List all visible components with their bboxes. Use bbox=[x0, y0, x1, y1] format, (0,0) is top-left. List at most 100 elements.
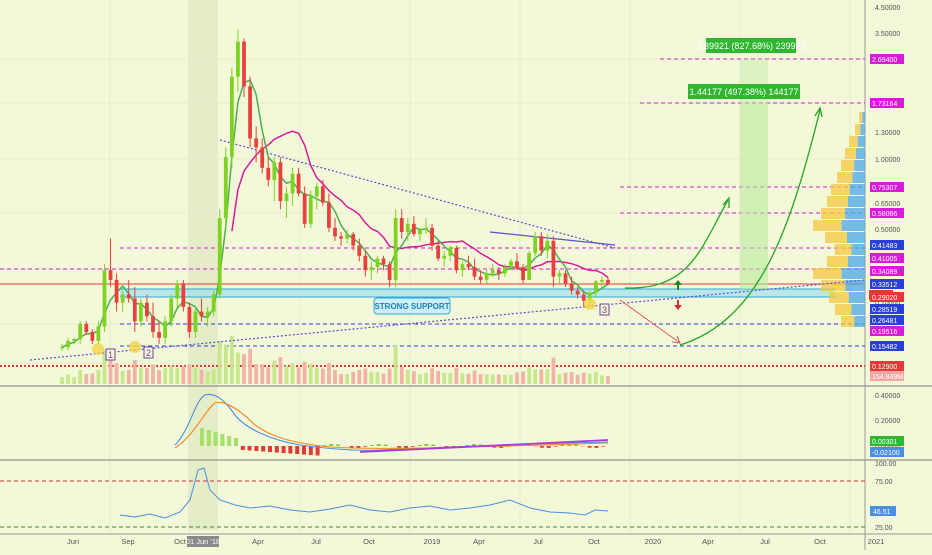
candle-body bbox=[236, 42, 240, 77]
volume-bar bbox=[242, 354, 246, 384]
volume-profile-bar bbox=[827, 196, 848, 207]
volume-bar bbox=[497, 374, 501, 384]
macd-histogram-bar bbox=[370, 445, 374, 446]
volume-profile-bar bbox=[831, 184, 850, 195]
volume-bar bbox=[151, 364, 155, 384]
candle-body bbox=[297, 174, 301, 194]
candle-body bbox=[533, 236, 537, 253]
candle-body bbox=[121, 295, 125, 303]
volume-bar bbox=[139, 368, 143, 384]
volume-bar bbox=[188, 364, 192, 384]
volume-profile-bar bbox=[854, 160, 865, 171]
volume-bar bbox=[248, 349, 252, 384]
volume-bar bbox=[339, 374, 343, 384]
volume-bar bbox=[345, 374, 349, 384]
volume-bar bbox=[576, 375, 580, 384]
macd-histogram-bar bbox=[282, 446, 286, 453]
date-highlight-band bbox=[188, 0, 218, 530]
macd-histogram-bar bbox=[588, 446, 592, 448]
price-badge-label: 0.15482 bbox=[872, 344, 897, 351]
volume-bar bbox=[467, 374, 471, 384]
volume-bar bbox=[66, 374, 70, 384]
wave-label-2: 2 bbox=[146, 348, 151, 358]
volume-bar bbox=[382, 374, 386, 384]
candle-body bbox=[279, 162, 283, 201]
volume-bar bbox=[230, 336, 234, 384]
volume-bar bbox=[606, 376, 610, 384]
macd-histogram-bar bbox=[309, 446, 313, 455]
volume-bar bbox=[333, 370, 337, 384]
volume-profile-bar bbox=[845, 208, 865, 219]
volume-profile-bar bbox=[852, 172, 865, 183]
volume-bar bbox=[461, 373, 465, 384]
candle-body bbox=[72, 339, 76, 341]
price-badge-label: 0.34089 bbox=[872, 269, 897, 276]
volume-bar bbox=[254, 364, 258, 384]
wave-label-1: 1 bbox=[108, 350, 113, 360]
volume-profile-bar bbox=[841, 160, 854, 171]
rsi-tick-label: 25.00 bbox=[875, 525, 893, 532]
volume-profile-bar bbox=[829, 292, 849, 303]
price-tick-label: 1.00000 bbox=[875, 157, 900, 164]
candle-body bbox=[242, 42, 246, 87]
macd-histogram-bar bbox=[261, 446, 265, 452]
volume-bar bbox=[260, 364, 264, 384]
candle-body bbox=[448, 248, 452, 256]
candle-body bbox=[430, 228, 434, 246]
macd-histogram-bar bbox=[594, 446, 598, 448]
candle-body bbox=[260, 147, 264, 167]
volume-bar bbox=[175, 368, 179, 384]
candle-body bbox=[157, 332, 161, 338]
volume-profile-bar bbox=[845, 148, 856, 159]
volume-profile-bar bbox=[848, 256, 865, 267]
macd-histogram-bar bbox=[295, 446, 299, 454]
candle-body bbox=[303, 193, 307, 223]
volume-bar bbox=[78, 370, 82, 384]
volume-bar bbox=[394, 346, 398, 384]
volume-bar bbox=[454, 368, 458, 384]
volume-bar bbox=[60, 377, 64, 384]
candle-body bbox=[473, 267, 477, 276]
volume-profile-bar bbox=[842, 268, 865, 279]
candle-body bbox=[527, 253, 531, 280]
rsi-tick-label: 100.00 bbox=[875, 461, 897, 468]
volume-profile-bar bbox=[855, 124, 861, 135]
volume-bar bbox=[582, 373, 586, 384]
volume-bar bbox=[206, 371, 210, 384]
candle-body bbox=[78, 324, 82, 339]
volume-bar bbox=[491, 375, 495, 384]
candle-body bbox=[558, 273, 562, 276]
volume-profile-bar bbox=[825, 232, 847, 243]
wave-label-3: 3 bbox=[602, 305, 607, 315]
macd-histogram-bar bbox=[547, 446, 551, 448]
macd-histogram-bar bbox=[214, 432, 218, 446]
time-tick-label: Apr bbox=[473, 537, 485, 546]
volume-bar bbox=[181, 366, 185, 384]
volume-bar bbox=[303, 362, 307, 384]
volume-bar bbox=[418, 374, 422, 384]
time-tick-label: Oct bbox=[363, 537, 376, 546]
macd-histogram-bar bbox=[601, 446, 605, 447]
volume-bar bbox=[570, 372, 574, 384]
candle-body bbox=[564, 273, 568, 283]
volume-bar bbox=[400, 367, 404, 384]
price-tick-label: 4.50000 bbox=[875, 5, 900, 12]
candle-body bbox=[127, 295, 131, 299]
price-tick-label: 3.50000 bbox=[875, 31, 900, 38]
time-tick-label: Oct bbox=[814, 537, 827, 546]
macd-histogram-bar bbox=[554, 446, 558, 447]
volume-bar bbox=[194, 366, 198, 384]
price-tick-label: 1.30000 bbox=[875, 130, 900, 137]
volume-bar bbox=[327, 363, 331, 384]
candle-body bbox=[90, 332, 94, 341]
candle-body bbox=[84, 324, 88, 332]
macd-histogram-bar bbox=[248, 446, 252, 451]
volume-profile-bar bbox=[827, 256, 848, 267]
candle-body bbox=[103, 270, 107, 326]
volume-bar bbox=[309, 364, 313, 384]
volume-bar bbox=[285, 366, 289, 384]
candle-body bbox=[194, 312, 198, 332]
